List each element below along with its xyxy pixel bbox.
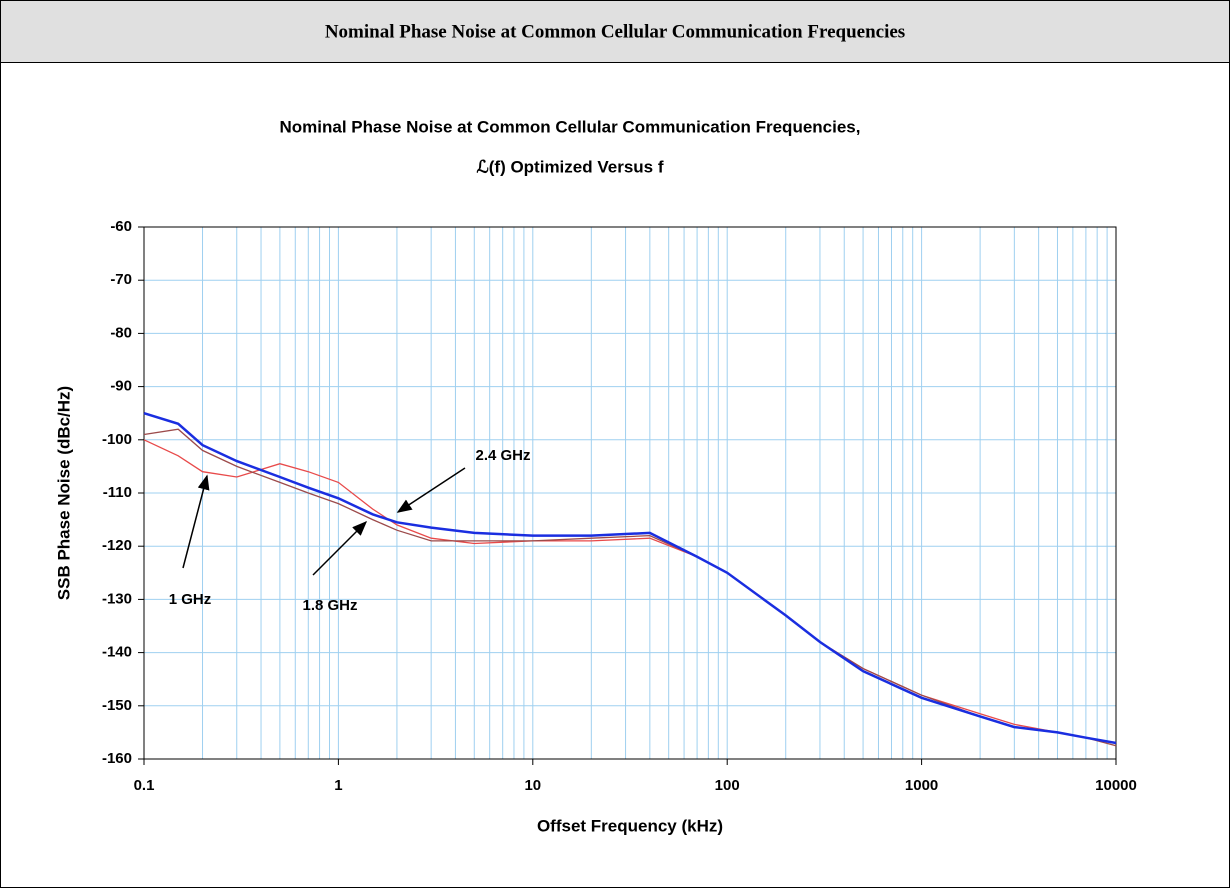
y-tick-label: -150: [102, 697, 132, 714]
plot: 0.1 1 10 100 1000 10000 -60 -70 -80 -90 -100 -110 -1…: [102, 218, 1137, 794]
x-tick-label: 0.1: [134, 777, 155, 794]
y-tick-label: -90: [110, 378, 132, 395]
header-title: Nominal Phase Noise at Common Cellular C…: [325, 21, 905, 42]
y-axis-label: SSB Phase Noise (dBc/Hz): [54, 386, 73, 600]
arrow: [182, 474, 210, 569]
x-tick-label: 1: [334, 777, 342, 794]
x-tick-label: 100: [715, 777, 740, 794]
y-tick-label: -120: [102, 537, 132, 554]
arrow: [312, 520, 368, 576]
series-line: [143, 412, 1117, 745]
x-axis-label: Offset Frequency (kHz): [537, 816, 723, 835]
plot-border: [143, 226, 1117, 760]
annotation: 1.8 GHz: [302, 597, 357, 614]
annotation: 1 GHz: [169, 591, 212, 608]
header-band: [0, 0, 1230, 63]
y-tick-label: -100: [102, 431, 132, 448]
annotations: 1 GHz 1.8 GHz 2.4 GHz: [169, 447, 531, 614]
x-tick-label: 1000: [905, 777, 938, 794]
y-tick-label: -140: [102, 644, 132, 661]
series-line: [143, 439, 1117, 744]
y-tick-label: -130: [102, 590, 132, 607]
y-tick-label: -80: [110, 324, 132, 341]
y-tick-label: -110: [103, 484, 132, 501]
annotation: 2.4 GHz: [475, 447, 530, 464]
x-tick-label: 10000: [1095, 777, 1137, 794]
chart-title: Nominal Phase Noise at Common Cellular C…: [280, 117, 861, 136]
chart-subtitle: ℒ(f) Optimized Versus f: [477, 157, 664, 176]
y-tick-label: -70: [110, 271, 132, 288]
arrow: [396, 467, 466, 513]
y-tick-label: -160: [102, 750, 132, 767]
x-tick-label: 10: [524, 777, 541, 794]
y-tick-label: -60: [110, 218, 132, 235]
